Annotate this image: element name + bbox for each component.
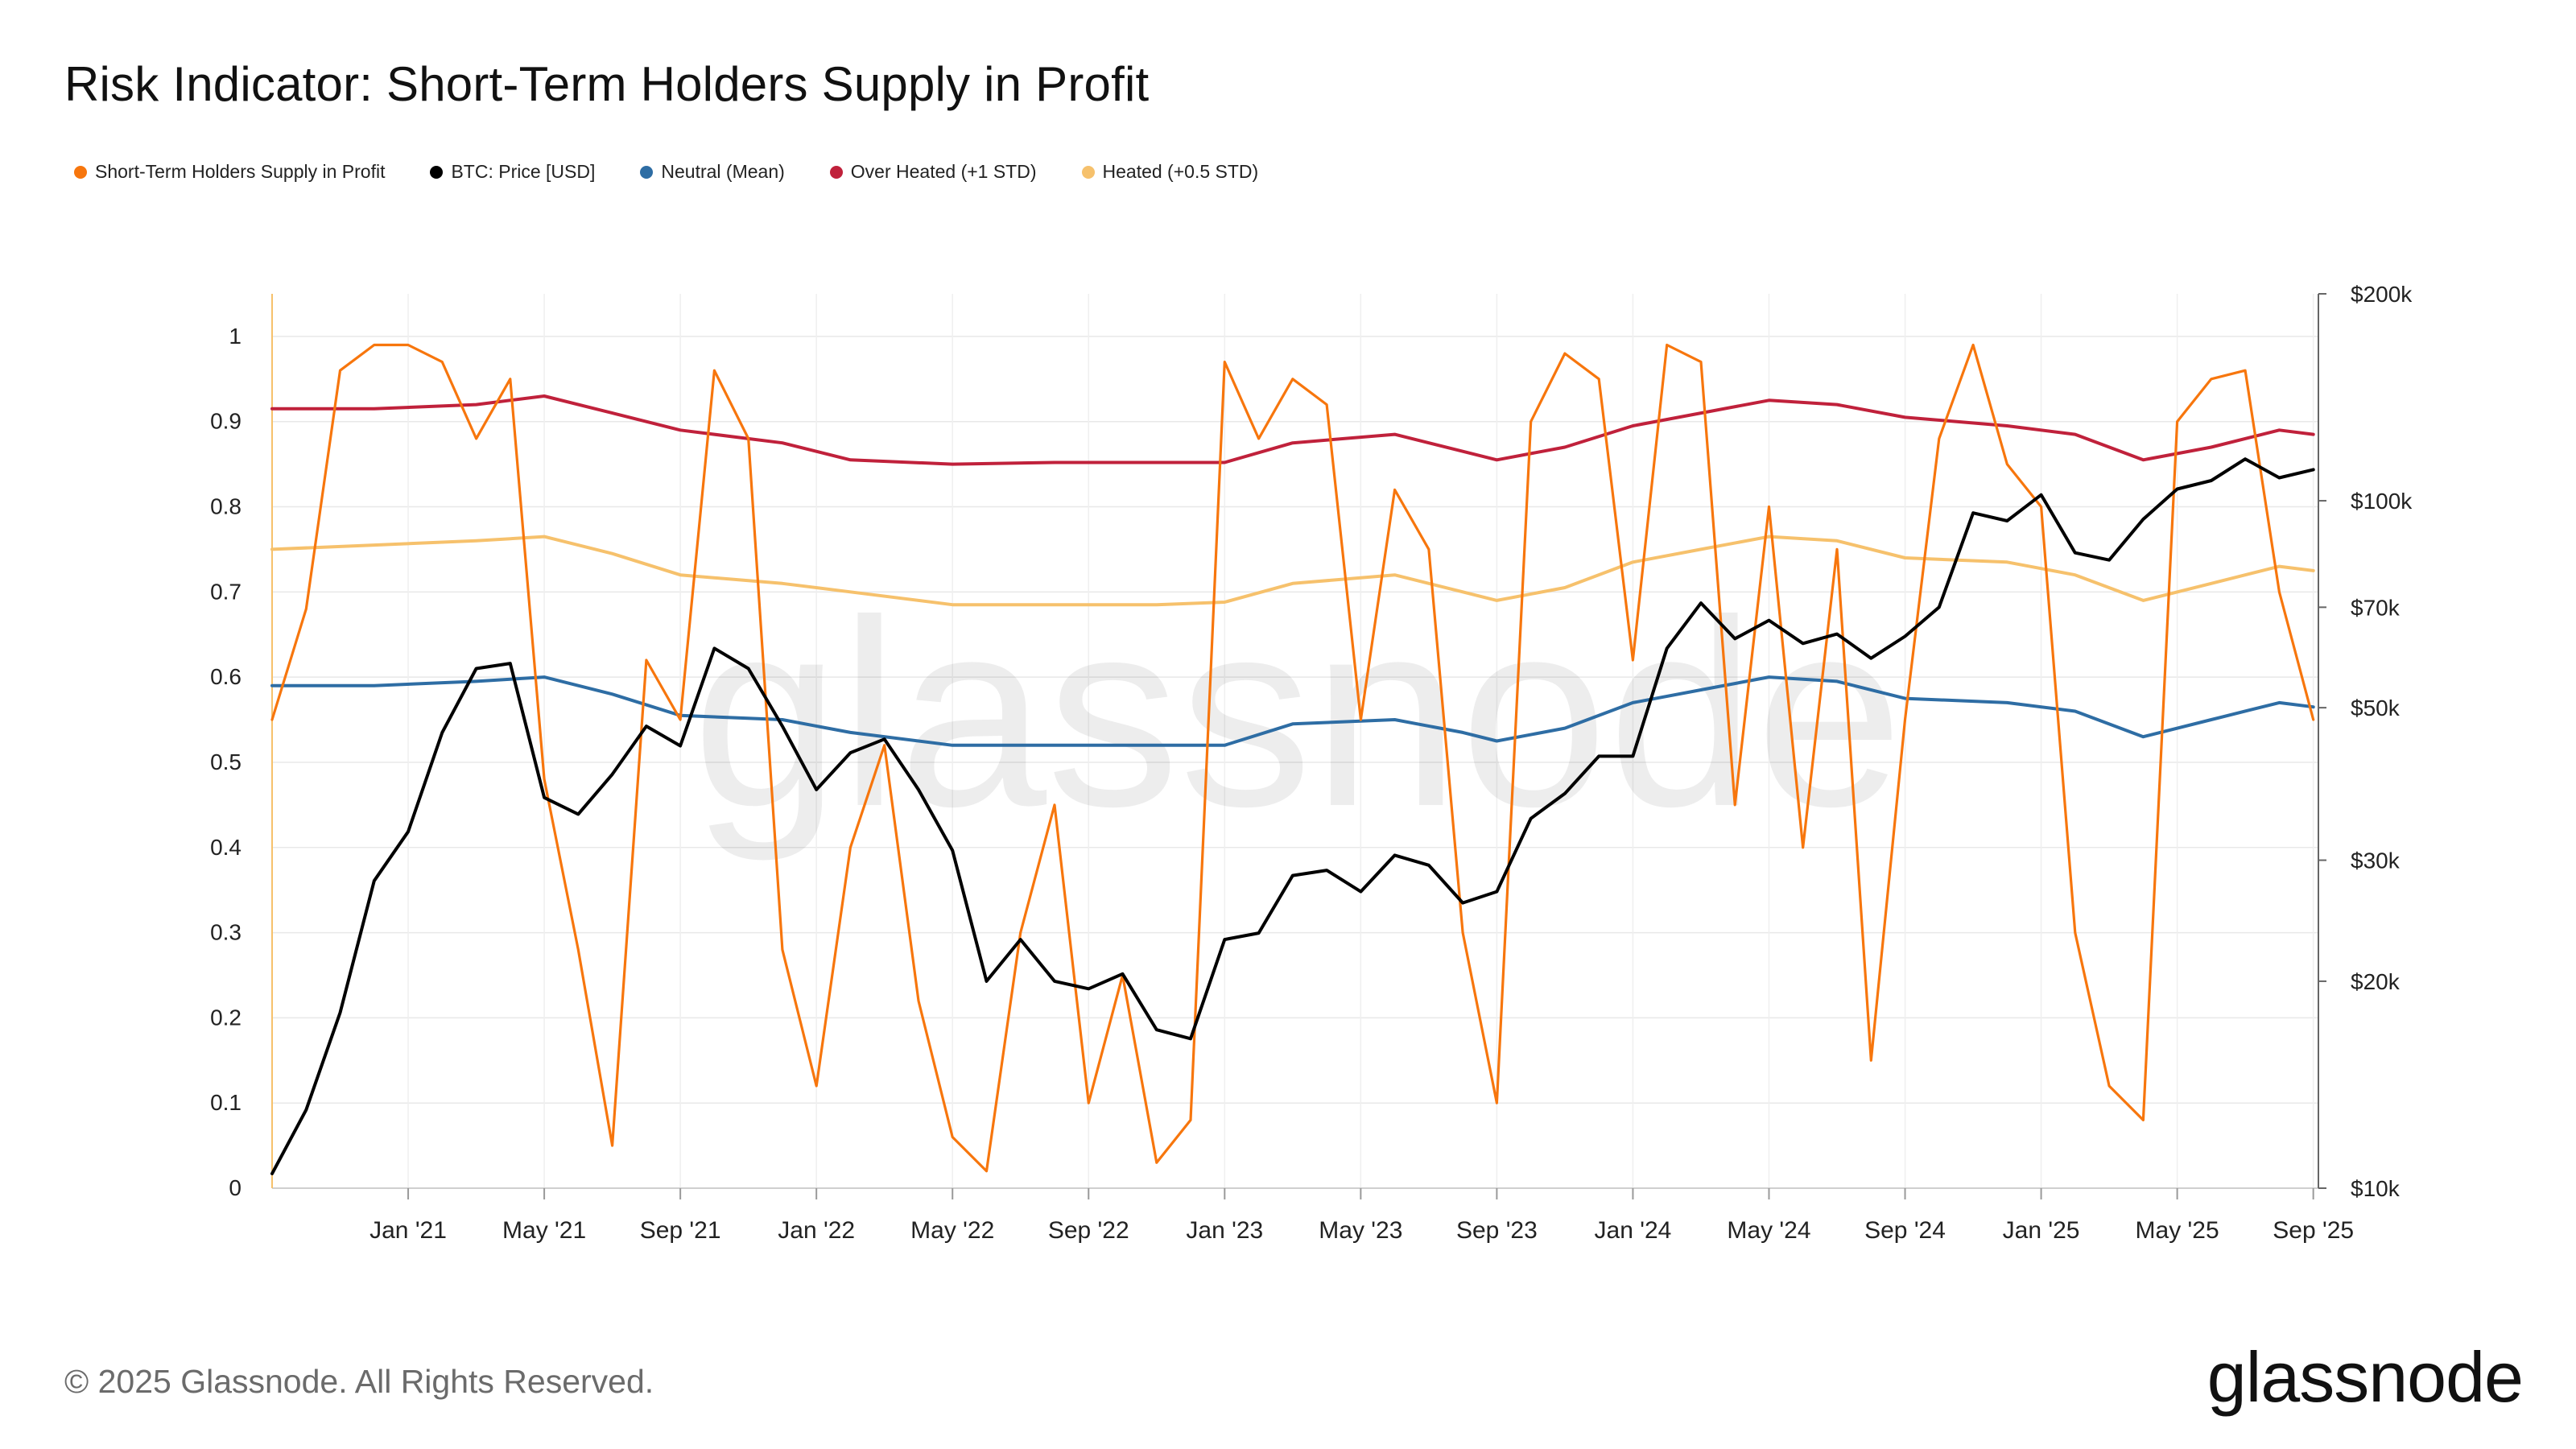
legend-marker-sth-supply [74,165,87,179]
legend-label-sth-supply: Short-Term Holders Supply in Profit [95,161,386,182]
watermark: glassnode [692,564,1904,863]
legend-item-sth-supply[interactable]: Short-Term Holders Supply in Profit [74,161,385,183]
axis-layer: 0 0.1 0.2 0.3 0.4 0.5 0.6 0.7 0.8 0.9 1 Jan '21 May … [210,282,2413,1244]
legend-item-over-heated[interactable]: Over Heated (+1 STD) [829,161,1037,183]
x-tick-label: May '24 [1727,1217,1810,1244]
legend-label-over-heated: Over Heated (+1 STD) [850,161,1037,182]
y-left-tick-label: 0.3 [210,920,242,945]
series-sth-supply-line [270,343,2315,1173]
legend-marker-btc-price [430,165,444,179]
y-left-tick-label: 0.8 [210,494,242,519]
y-left-tick-label: 0.4 [210,835,242,860]
x-tick-label: Sep '24 [1864,1217,1946,1244]
legend-marker-over-heated [829,165,843,179]
x-tick-label: Jan '24 [1595,1217,1672,1244]
y-right-tick-label: $20k [2351,969,2401,994]
legend-item-heated[interactable]: Heated (+0.5 STD) [1081,161,1259,183]
y-left-tick-label: 0.2 [210,1005,242,1030]
y-right-tick-label: $30k [2351,848,2401,873]
series-neutral-mean-line [270,675,2315,747]
x-tick-label: Jan '25 [2003,1217,2080,1244]
x-tick-label: May '23 [1319,1217,1402,1244]
x-tick-label: May '22 [910,1217,994,1244]
legend-marker-heated [1081,165,1095,179]
y-right-tick-label: $10k [2351,1176,2401,1201]
y-left-tick-label: 1 [229,324,242,349]
y-left-tick-label: 0.1 [210,1090,242,1115]
x-tick-label: Sep '21 [640,1217,721,1244]
y-right-tick-label: $70k [2351,595,2401,620]
series-layer [270,343,2315,1175]
y-left-tick-label: 0.7 [210,579,242,604]
y-left-tick-label: 0 [229,1175,242,1200]
series-btc-price-line [270,457,2315,1175]
legend-label-btc-price: BTC: Price [USD] [451,161,596,182]
x-tick-label: Sep '25 [2273,1217,2354,1244]
x-tick-label: May '25 [2136,1217,2219,1244]
legend-item-btc-price[interactable]: BTC: Price [USD] [430,161,595,183]
copyright-text: © 2025 Glassnode. All Rights Reserved. [64,1363,654,1400]
legend-item-neutral-mean[interactable]: Neutral (Mean) [640,161,785,183]
legend-label-heated: Heated (+0.5 STD) [1102,161,1259,182]
x-tick-label: Jan '23 [1186,1217,1263,1244]
y-right-tick-label: $50k [2351,696,2401,720]
legend-label-neutral-mean: Neutral (Mean) [661,161,785,182]
series-heated-line [270,535,2315,607]
x-tick-label: Jan '22 [778,1217,855,1244]
legend-marker-neutral-mean [640,165,654,179]
y-left-tick-label: 0.6 [210,664,242,689]
x-tick-label: May '21 [502,1217,586,1244]
x-tick-label: Jan '21 [369,1217,447,1244]
y-left-tick-label: 0.5 [210,749,242,774]
chart-legend: Short-Term Holders Supply in Profit BTC:… [74,161,1258,183]
x-tick-label: Sep '23 [1456,1217,1538,1244]
y-left-tick-label: 0.9 [210,409,242,434]
series-over-heated-line [270,394,2315,466]
chart-title: Risk Indicator: Short-Term Holders Suppl… [64,57,1150,111]
x-tick-label: Sep '22 [1048,1217,1129,1244]
glassnode-logo: glassnode [2207,1337,2524,1417]
y-right-tick-label: $200k [2351,282,2413,307]
y-right-tick-label: $100k [2351,489,2413,514]
